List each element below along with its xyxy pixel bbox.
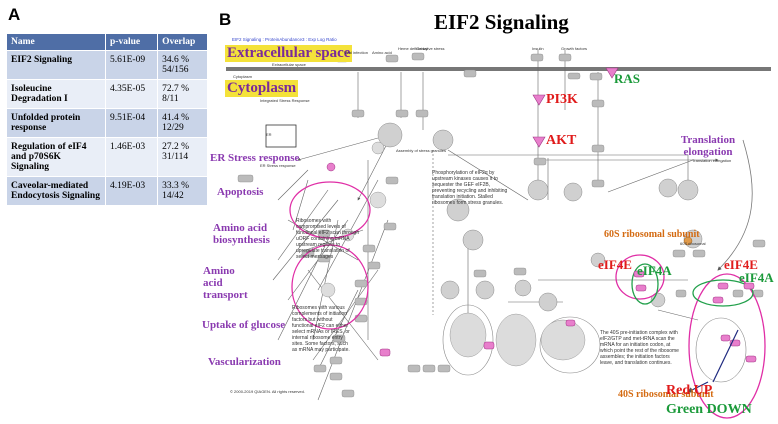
overlap-ratio: 12/29	[162, 123, 184, 133]
diagram-title: EIF2 Signaling	[434, 10, 569, 34]
amino-acid-transport-label: Amino acid transport	[203, 265, 248, 301]
amino-acid-label: Amino acid	[372, 50, 392, 55]
table-row: EIF2 Signaling 5.61E-09 34.6 % 54/156	[6, 50, 208, 80]
extracellular-small: Extracellular space	[272, 62, 306, 67]
table-header-row: Name p-value Overlap	[6, 33, 208, 51]
ribosomal-60s-label: 60S ribosomal subunit	[604, 229, 700, 240]
assembly-stress-label: Assembly of stress granules	[396, 148, 447, 153]
table-row: Regulation of eIF4 and p70S6K Signaling …	[6, 137, 208, 177]
overlap-ratio: 54/156	[162, 65, 189, 75]
pathway-pvalue: 5.61E-09	[104, 50, 159, 80]
er-label: ER	[266, 132, 272, 137]
apoptosis-label: Apoptosis	[217, 186, 264, 198]
overlap-ratio: 31/114	[162, 152, 189, 162]
translation-elongation-label: Translation elongation	[680, 134, 736, 158]
ribosome-note-2: Ribosomes with various complements of in…	[292, 305, 350, 353]
pathway-overlap: 33.3 % 14/42	[157, 176, 208, 206]
pathway-pvalue: 4.19E-03	[104, 176, 159, 206]
growth-factors-label: Growth factors	[561, 46, 588, 51]
heme-deficiency-label: Heme deficiency	[398, 46, 428, 51]
eif4-ellipse-right	[688, 273, 766, 419]
eif4a-left-label: eIF4A	[637, 263, 672, 278]
extracellular-label: Extracellular space	[225, 45, 353, 62]
panel-b-letter: B	[219, 10, 232, 29]
amino-acid-biosynthesis-label: Amino acid biosynthesis	[213, 222, 270, 246]
pathway-overlap: 72.7 % 8/11	[157, 79, 208, 109]
ribosomal-60s-small: 60S ribosomal	[680, 241, 706, 246]
eif4e-right-label: eIF4E	[724, 257, 758, 272]
ribosome-note-1: Ribosomes with compromised levels of fun…	[296, 218, 360, 260]
insulin-label: Insulin	[532, 46, 544, 51]
overlap-ratio: 8/11	[162, 94, 179, 104]
pathway-name: Unfolded protein response	[6, 108, 106, 138]
pathway-pvalue: 4.35E-05	[104, 79, 159, 109]
pathway-pvalue: 9.51E-04	[104, 108, 159, 138]
eif4a-right-label: eIF4A	[739, 270, 774, 285]
cell-membrane	[226, 67, 771, 71]
overlap-ratio: 14/42	[162, 191, 184, 201]
pathway-name: Regulation of eIF4 and p70S6K Signaling	[6, 137, 106, 177]
pathway-table: Name p-value Overlap EIF2 Signaling 5.61…	[6, 33, 208, 206]
pathway-overlap: 27.2 % 31/114	[157, 137, 208, 177]
pathway-name: EIF2 Signaling	[6, 50, 106, 80]
er-stress-small: ER Stress response	[260, 163, 296, 168]
translation-elongation-small: Translation elongation	[692, 158, 732, 163]
pi3k-label: PI3K	[546, 92, 578, 107]
integrated-stress-label: Integrated Stress Response	[260, 98, 310, 103]
eif4-ellipse-left	[615, 254, 665, 300]
cytoplasm-small: Cytoplasm	[233, 74, 252, 79]
overlap-percent: 72.7 %	[162, 84, 189, 94]
pathway-name: Caveolar-mediated Endocytosis Signaling	[6, 176, 106, 206]
legend-green-down: Green DOWN	[666, 402, 752, 417]
column-header-name: Name	[6, 33, 106, 51]
viral-infection-label: Viral infection	[344, 50, 368, 55]
er-stress-label: ER Stress response	[210, 152, 300, 164]
overlap-percent: 33.3 %	[162, 181, 189, 191]
ribosome-ellipse-1	[289, 181, 371, 239]
eif4e-left-label: eIF4E	[598, 257, 632, 272]
ras-label: RAS	[614, 71, 641, 86]
phospho-note: Phosphorylation of eIF2α by upstream kin…	[432, 170, 508, 206]
akt-label: AKT	[546, 133, 577, 148]
legend-red-up: Red UP	[666, 383, 713, 398]
table-row: Isoleucine Degradation I 4.35E-05 72.7 %…	[6, 79, 208, 109]
table-row: Unfolded protein response 9.51E-04 41.4 …	[6, 108, 208, 138]
oxidative-stress-label: Oxidative stress	[416, 46, 445, 51]
diagram-header-small: EIF2 Signaling : ProteinAbundance3 : Exp…	[232, 37, 337, 42]
table-row: Caveolar-mediated Endocytosis Signaling …	[6, 176, 208, 206]
ribosomal-40s-label: 40S ribosomal subunit	[618, 389, 714, 400]
vascularization-label: Vascularization	[208, 356, 281, 368]
column-header-overlap: Overlap	[157, 33, 208, 51]
overlap-percent: 27.2 %	[162, 142, 189, 152]
pathway-pvalue: 1.46E-03	[104, 137, 159, 177]
er-box	[265, 124, 297, 148]
uptake-glucose-label: Uptake of glucose	[202, 319, 286, 331]
ribosome-ellipse-2	[291, 244, 369, 330]
pathway-name: Isoleucine Degradation I	[6, 79, 106, 109]
pathway-diagram	[226, 50, 771, 419]
preinitiation-note: The 40S pre-initiation complex with eIF2…	[600, 330, 679, 366]
overlap-percent: 34.6 %	[162, 55, 189, 65]
pathway-overlap: 34.6 % 54/156	[157, 50, 208, 80]
overlap-percent: 41.4 %	[162, 113, 189, 123]
column-header-pvalue: p-value	[104, 33, 159, 51]
copyright-label: © 2000-2019 QIAGEN. All rights reserved.	[230, 389, 305, 394]
panel-a-letter: A	[8, 5, 21, 24]
cytoplasm-label: Cytoplasm	[225, 80, 299, 97]
pathway-overlap: 41.4 % 12/29	[157, 108, 208, 138]
